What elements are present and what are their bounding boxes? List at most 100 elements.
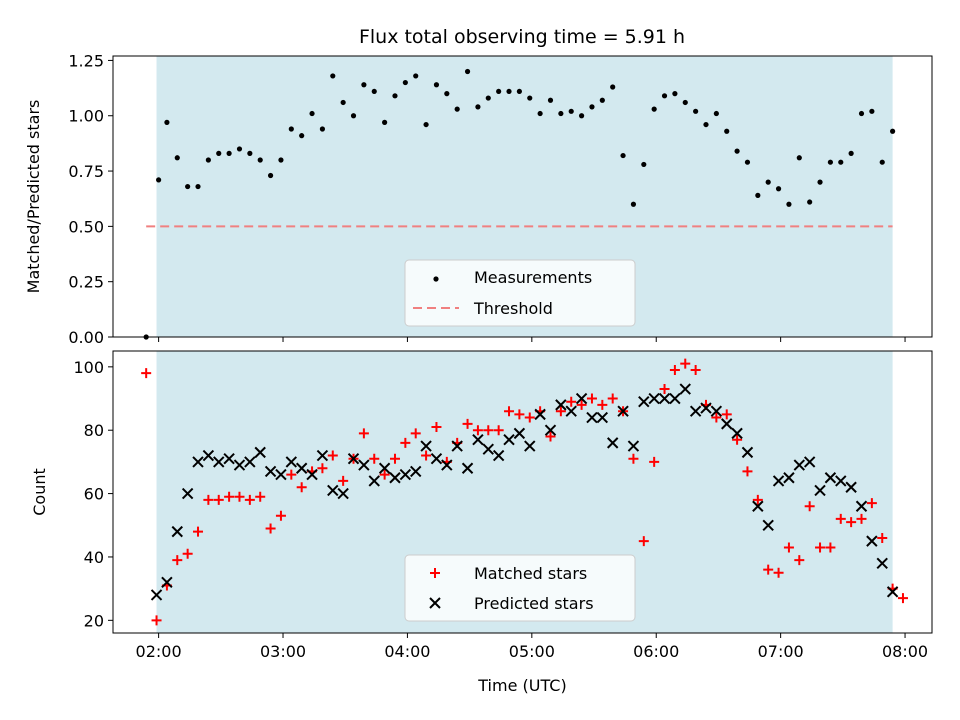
y-axis-label: Count — [30, 468, 49, 516]
measurement-point — [423, 121, 429, 128]
measurement-point — [672, 91, 678, 97]
legend-matched-label: Matched stars — [474, 564, 587, 583]
measurement-point — [402, 79, 408, 86]
predicted-star-point — [410, 465, 422, 478]
x-tick-label: 04:00 — [384, 642, 430, 661]
matched-star-point — [410, 428, 421, 439]
predicted-star-point — [358, 459, 370, 471]
measurement-point — [216, 150, 222, 156]
matched-star-point — [317, 463, 328, 474]
matched-star-point — [669, 365, 680, 376]
measurement-point — [724, 128, 730, 134]
matched-star-point — [203, 494, 214, 505]
measurement-point — [485, 95, 491, 101]
predicted-star-point — [378, 462, 391, 474]
predicted-star-point — [347, 453, 360, 465]
measurement-point — [786, 201, 792, 207]
matched-star-point — [555, 406, 566, 417]
y-tick-label: 1.25 — [68, 51, 104, 70]
legend: Matched stars Predicted stars — [404, 554, 636, 622]
predicted-star-point — [472, 434, 484, 446]
predicted-star-point — [171, 525, 183, 538]
matched-star-point — [680, 358, 691, 369]
matched-star-point — [638, 536, 649, 547]
measurement-point — [496, 88, 502, 95]
matched-star-point — [721, 409, 732, 420]
predicted-star-point — [534, 408, 546, 421]
matched-star-point — [732, 434, 743, 445]
matched-star-point — [296, 482, 307, 493]
measurement-point — [848, 150, 854, 156]
measurement-point — [661, 93, 668, 99]
x-axis-label: Time (UTC) — [477, 676, 566, 695]
predicted-star-point — [389, 472, 401, 484]
y-tick-label: 60 — [84, 485, 104, 504]
matched-star-point — [835, 513, 846, 524]
measurement-point — [195, 183, 201, 190]
predicted-star-point — [161, 576, 173, 589]
measurement-point — [775, 186, 782, 192]
predicted-star-point — [648, 392, 660, 405]
measurement-point — [444, 91, 450, 97]
measurement-point — [299, 133, 305, 139]
predicted-star-point — [295, 462, 308, 474]
matched-star-point — [193, 526, 204, 537]
measurement-point — [278, 157, 284, 163]
matched-star-point — [586, 393, 597, 404]
matched-star-point — [545, 431, 556, 442]
measurement-point — [288, 126, 294, 132]
predicted-star-point — [700, 402, 712, 414]
matched-star-point — [566, 396, 577, 407]
matched-star-point — [151, 615, 162, 626]
matched-star-point — [182, 548, 193, 559]
ratio-panel: 0.00 0.25 0.50 0.75 1.00 1.25 Matched/Predicte… — [24, 51, 933, 347]
predicted-star-point — [544, 424, 557, 436]
predicted-star-point — [244, 456, 256, 468]
measurement-point — [361, 82, 367, 88]
predicted-star-point — [233, 459, 246, 471]
matched-star-point — [286, 469, 297, 480]
predicted-star-point — [772, 475, 785, 487]
measurement-point — [247, 150, 253, 156]
predicted-star-point — [223, 453, 235, 465]
x-tick-label: 07:00 — [758, 642, 804, 661]
measurement-point — [454, 106, 460, 112]
measurement-point — [371, 88, 377, 95]
predicted-star-point — [824, 472, 837, 484]
matched-star-point — [752, 494, 763, 505]
measurement-point — [641, 161, 647, 168]
matched-star-point — [275, 510, 286, 521]
predicted-star-point — [658, 392, 671, 405]
predicted-star-point — [835, 475, 847, 487]
measurement-point — [599, 97, 605, 103]
legend-threshold-label: Threshold — [473, 299, 553, 318]
y-tick-label: 0.00 — [68, 328, 104, 347]
y-tick-label: 0.25 — [68, 273, 104, 292]
matched-star-point — [338, 475, 349, 486]
predicted-star-point — [275, 468, 287, 481]
measurement-point — [382, 119, 388, 125]
measurement-point — [838, 159, 844, 165]
matched-star-point — [472, 425, 483, 436]
measurement-point — [817, 179, 823, 185]
matched-star-point — [846, 517, 857, 528]
predicted-star-point — [192, 456, 204, 468]
predicted-star-point — [264, 465, 277, 478]
measurement-point — [807, 199, 813, 205]
measurement-point — [682, 99, 688, 106]
measurement-point — [464, 68, 471, 75]
measurement-point — [185, 183, 191, 190]
predicted-star-point — [814, 484, 826, 497]
y-tick-label: 0.75 — [68, 162, 104, 181]
measurement-point — [236, 146, 243, 152]
predicted-star-point — [513, 427, 526, 440]
axes-frame — [112, 350, 933, 634]
predicted-star-point — [586, 411, 598, 424]
x-tick-label: 03:00 — [260, 642, 306, 661]
matched-star-point — [524, 412, 535, 423]
measurement-point — [858, 110, 865, 117]
predicted-star-point — [327, 484, 339, 497]
predicted-star-point — [254, 446, 266, 459]
matched-star-point — [234, 491, 245, 502]
